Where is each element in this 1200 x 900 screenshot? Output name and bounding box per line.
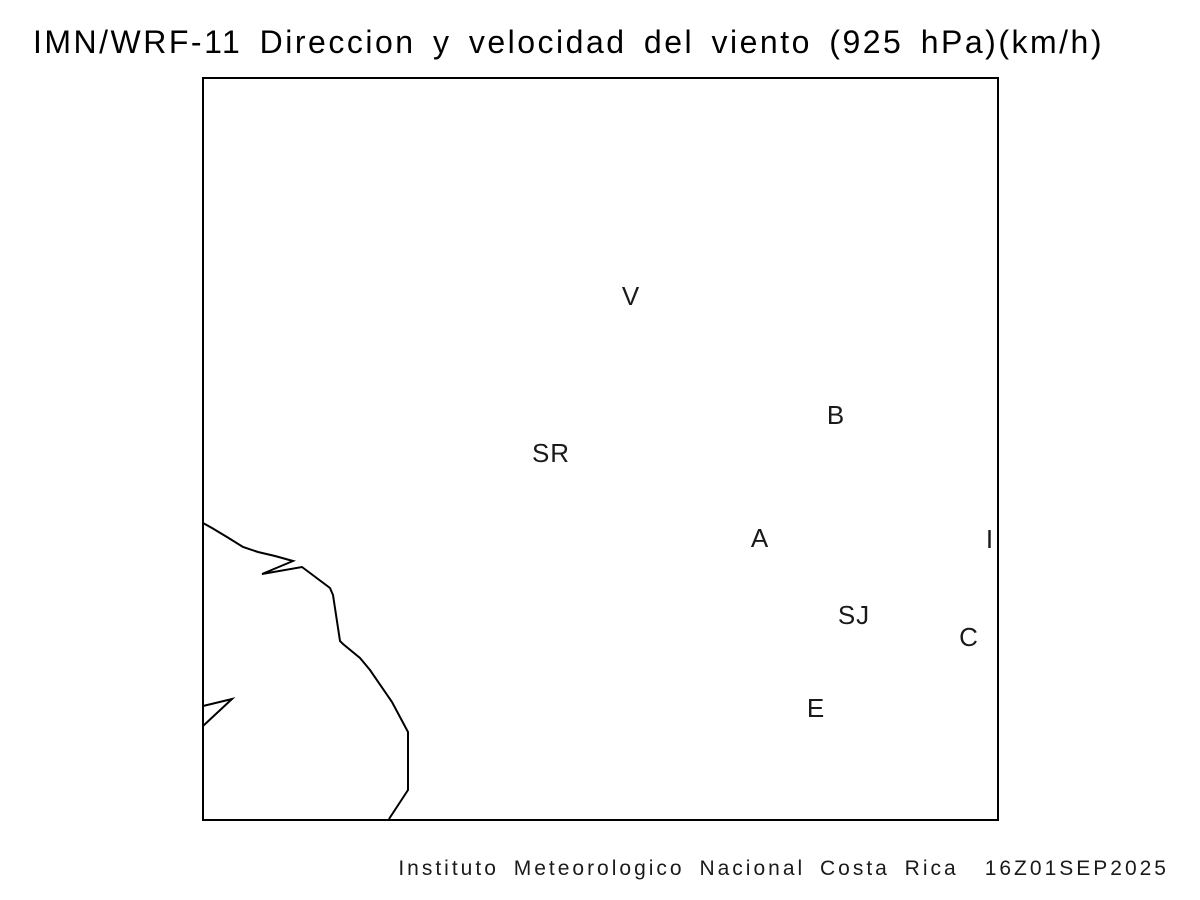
station-label-b: B bbox=[826, 400, 846, 430]
station-label-e: E bbox=[806, 693, 826, 723]
map-frame bbox=[202, 77, 999, 821]
coastline-path bbox=[202, 522, 409, 820]
coastline-inlet-path bbox=[202, 697, 236, 727]
station-label-v: V bbox=[621, 281, 641, 311]
station-label-a: A bbox=[750, 523, 770, 553]
footer-institution: Instituto Meteorologico Nacional Costa R… bbox=[398, 857, 959, 880]
station-label-sr: SR bbox=[531, 438, 571, 468]
footer-caption: Instituto Meteorologico Nacional Costa R… bbox=[398, 858, 1169, 879]
chart-title: IMN/WRF-11 Direccion y velocidad del vie… bbox=[33, 24, 1104, 60]
station-label-sj: SJ bbox=[837, 600, 871, 630]
station-label-c: C bbox=[959, 622, 979, 652]
footer-datetime: 16Z01SEP2025 bbox=[984, 857, 1169, 880]
station-label-i: I bbox=[985, 524, 995, 554]
